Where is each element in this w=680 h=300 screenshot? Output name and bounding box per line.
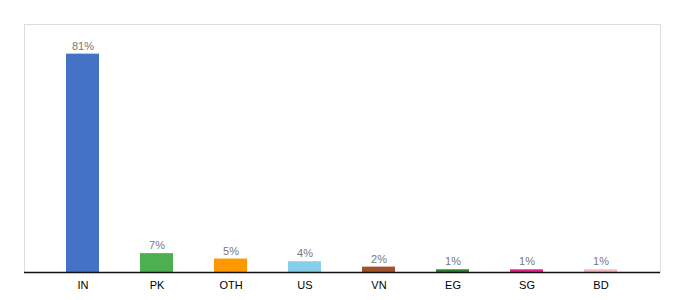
svg-text:SG: SG: [519, 279, 535, 291]
svg-text:81%: 81%: [72, 40, 94, 52]
svg-text:EG: EG: [445, 279, 461, 291]
svg-text:1%: 1%: [593, 255, 609, 267]
svg-text:4%: 4%: [297, 247, 313, 259]
svg-text:5%: 5%: [223, 245, 239, 257]
svg-text:BD: BD: [593, 279, 608, 291]
svg-text:2%: 2%: [371, 253, 387, 265]
svg-text:1%: 1%: [445, 255, 461, 267]
svg-text:1%: 1%: [519, 255, 535, 267]
svg-text:OTH: OTH: [219, 279, 242, 291]
svg-text:7%: 7%: [149, 239, 165, 251]
svg-text:IN: IN: [78, 279, 89, 291]
svg-text:US: US: [297, 279, 312, 291]
svg-text:PK: PK: [150, 279, 165, 291]
svg-text:VN: VN: [371, 279, 386, 291]
